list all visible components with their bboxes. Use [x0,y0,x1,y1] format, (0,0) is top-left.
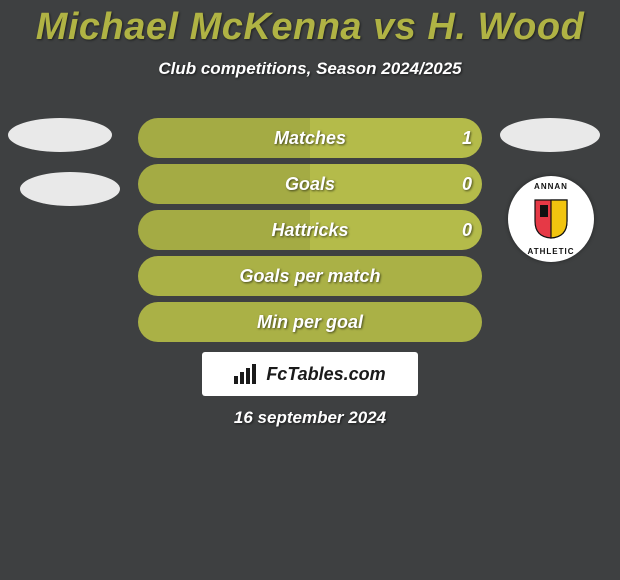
bar-right [310,164,482,204]
bar-left [138,118,310,158]
bars-icon [234,364,260,384]
generated-date: 16 september 2024 [0,408,620,428]
compare-row: Goals per match [0,256,620,296]
bar-right [310,210,482,250]
page-title: Michael McKenna vs H. Wood [0,0,620,49]
bar-left [138,164,310,204]
row-value-right: 0 [462,210,472,250]
bar-left [138,256,482,296]
bar-track [138,256,482,296]
row-value-right: 1 [462,118,472,158]
compare-row: Goals0 [0,164,620,204]
bar-left [138,210,310,250]
bar-track [138,210,482,250]
source-logo: FcTables.com [202,352,418,396]
compare-rows: Matches1 Goals0 Hattricks0 Goals per match M… [0,118,620,348]
bar-track [138,118,482,158]
row-value-right: 0 [462,164,472,204]
bar-left [138,302,482,342]
compare-row: Matches1 [0,118,620,158]
compare-row: Min per goal [0,302,620,342]
page-subtitle: Club competitions, Season 2024/2025 [0,59,620,79]
source-logo-text: FcTables.com [266,364,385,385]
bar-track [138,164,482,204]
compare-row: Hattricks0 [0,210,620,250]
bar-track [138,302,482,342]
bar-right [310,118,482,158]
